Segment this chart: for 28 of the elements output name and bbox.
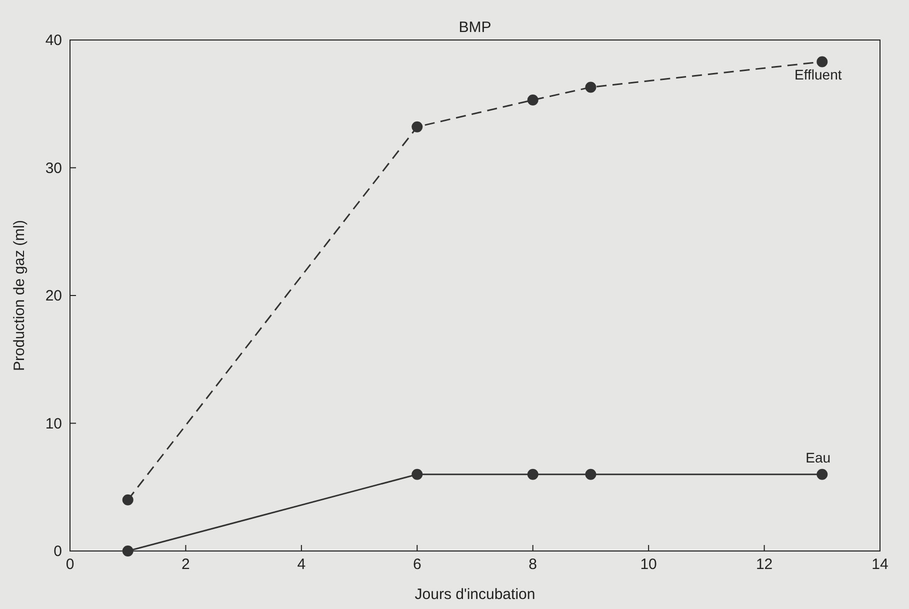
point bbox=[527, 468, 538, 480]
point bbox=[527, 94, 538, 106]
x-tick-label: 0 bbox=[66, 556, 74, 573]
y-tick-label: 30 bbox=[45, 160, 62, 177]
x-tick-label: 8 bbox=[528, 556, 538, 573]
point bbox=[816, 56, 828, 68]
series-label: Eau bbox=[806, 449, 831, 466]
point bbox=[816, 468, 828, 480]
x-tick-label: 10 bbox=[640, 556, 657, 573]
x-tick-label: 12 bbox=[756, 556, 773, 573]
y-axis-title: Production de gaz (ml) bbox=[11, 220, 28, 371]
series-label: Effluent bbox=[794, 66, 842, 83]
y-tick-label: 0 bbox=[54, 543, 62, 560]
point bbox=[585, 82, 596, 93]
point bbox=[122, 494, 134, 506]
x-tick-label: 4 bbox=[297, 556, 306, 573]
point bbox=[412, 468, 423, 480]
x-tick-label: 6 bbox=[412, 556, 422, 573]
x-axis-title: Jours d'incubation bbox=[414, 586, 536, 603]
y-tick-label: 10 bbox=[45, 415, 62, 432]
x-tick-label: 14 bbox=[872, 556, 888, 573]
y-tick-label: 40 bbox=[45, 32, 62, 49]
chart-title: BMP bbox=[458, 19, 492, 36]
point bbox=[585, 468, 596, 480]
x-tick-label: 2 bbox=[182, 556, 190, 573]
y-tick-label: 20 bbox=[45, 288, 62, 304]
point bbox=[412, 121, 423, 132]
point bbox=[122, 546, 134, 556]
